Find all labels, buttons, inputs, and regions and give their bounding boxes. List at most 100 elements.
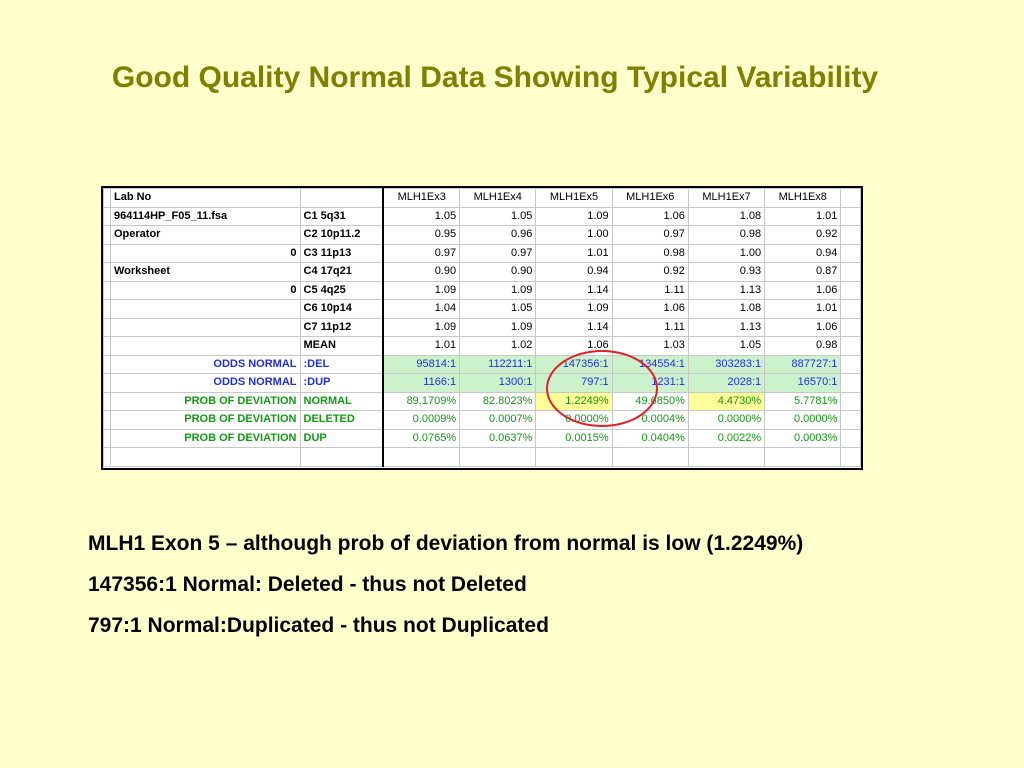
- value-cell: 0.97: [459, 243, 537, 263]
- value-cell: 1.08: [687, 206, 766, 226]
- value-cell: [382, 447, 461, 467]
- value-cell: 1.09: [382, 317, 461, 337]
- label-cell: Worksheet: [110, 262, 301, 282]
- descriptor-cell: C5 4q25: [299, 280, 385, 300]
- value-cell: 1300:1: [459, 373, 537, 393]
- descriptor-cell: [299, 447, 385, 467]
- label-cell: ODDS NORMAL: [110, 373, 301, 393]
- value-cell: 0.95: [382, 225, 461, 245]
- value-cell: 1.06: [611, 299, 689, 319]
- value-cell: 1.04: [382, 299, 461, 319]
- label-cell: Lab No: [110, 188, 301, 208]
- value-cell: [535, 447, 613, 467]
- value-cell: 0.87: [764, 262, 842, 282]
- value-cell: 0.92: [611, 262, 689, 282]
- row-gutter-cell: [103, 225, 111, 245]
- descriptor-cell: C2 10p11.2: [299, 225, 385, 245]
- label-cell: [110, 299, 301, 319]
- label-cell: PROB OF DEVIATION: [110, 410, 301, 430]
- value-cell: 1.11: [611, 317, 689, 337]
- descriptor-cell: [299, 188, 385, 208]
- value-cell: 49.6850%: [611, 391, 689, 411]
- value-cell: 0.0022%: [687, 428, 766, 448]
- label-cell: 964114HP_F05_11.fsa: [110, 206, 301, 226]
- label-cell: [110, 336, 301, 356]
- value-cell: 1166:1: [382, 373, 461, 393]
- spreadsheet-image: Lab No MLH1Ex3 MLH1Ex4 MLH1Ex5 MLH1Ex6 MLH1Ex…: [101, 186, 863, 470]
- row-gutter-cell: [103, 391, 111, 411]
- value-cell: 1.06: [764, 317, 842, 337]
- value-cell: 0.90: [459, 262, 537, 282]
- row-gutter-cell: [103, 354, 111, 374]
- value-cell: 0.0000%: [764, 410, 842, 430]
- table-row: 0 C5 4q25 1.09 1.09 1.14 1.11 1.13 1.06: [103, 280, 861, 300]
- value-cell: 112211:1: [459, 354, 537, 374]
- value-cell: 0.0015%: [535, 428, 613, 448]
- value-cell: 5.7781%: [764, 391, 842, 411]
- trailing-cell: [840, 410, 861, 430]
- note-duplicated: 797:1 Normal:Duplicated - thus not Dupli…: [88, 614, 549, 637]
- value-cell: 0.0637%: [459, 428, 537, 448]
- trailing-cell: [840, 336, 861, 356]
- label-cell: [110, 317, 301, 337]
- label-cell: PROB OF DEVIATION: [110, 428, 301, 448]
- slide-title: Good Quality Normal Data Showing Typical…: [111, 61, 879, 94]
- value-cell: 1.02: [459, 336, 537, 356]
- column-header: MLH1Ex5: [535, 188, 613, 208]
- descriptor-cell: C7 11p12: [299, 317, 385, 337]
- row-gutter-cell: [103, 373, 111, 393]
- row-gutter-cell: [103, 299, 111, 319]
- descriptor-cell: :DUP: [299, 373, 385, 393]
- table-row: C6 10p14 1.04 1.05 1.09 1.06 1.08 1.01: [103, 299, 861, 319]
- trailing-cell: [840, 280, 861, 300]
- value-cell: 1.01: [764, 206, 842, 226]
- value-cell: 4.4730%: [687, 391, 766, 411]
- value-cell: 1.06: [611, 206, 689, 226]
- value-cell: 82.8023%: [459, 391, 537, 411]
- table-row: PROB OF DEVIATION DELETED 0.0009% 0.0007% 0.…: [103, 410, 861, 430]
- trailing-cell: [840, 373, 861, 393]
- table-row: Lab No MLH1Ex3 MLH1Ex4 MLH1Ex5 MLH1Ex6 MLH1Ex…: [103, 188, 861, 208]
- value-cell: 303283:1: [687, 354, 766, 374]
- value-cell: 1.05: [382, 206, 461, 226]
- value-cell: 0.96: [459, 225, 537, 245]
- trailing-cell: [840, 354, 861, 374]
- descriptor-cell: C3 11p13: [299, 243, 385, 263]
- column-header: MLH1Ex7: [687, 188, 766, 208]
- label-cell: Operator: [110, 225, 301, 245]
- column-header: MLH1Ex4: [459, 188, 537, 208]
- trailing-cell: [840, 243, 861, 263]
- value-cell: [764, 447, 842, 467]
- table-row: 964114HP_F05_11.fsa C1 5q31 1.05 1.05 1.09 1.…: [103, 206, 861, 226]
- value-cell: 1.14: [535, 280, 613, 300]
- descriptor-cell: NORMAL: [299, 391, 385, 411]
- value-cell: 1.14: [535, 317, 613, 337]
- value-cell: 0.0007%: [459, 410, 537, 430]
- value-cell: 147356:1: [535, 354, 613, 374]
- row-gutter-cell: [103, 336, 111, 356]
- value-cell: 95814:1: [382, 354, 461, 374]
- label-cell: PROB OF DEVIATION: [110, 391, 301, 411]
- value-cell: 0.0404%: [611, 428, 689, 448]
- value-cell: 1.13: [687, 317, 766, 337]
- value-cell: 0.98: [764, 336, 842, 356]
- descriptor-cell: MEAN: [299, 336, 385, 356]
- descriptor-cell: DUP: [299, 428, 385, 448]
- table-row: ODDS NORMAL:DEL 95814:1 112211:1 147356:1 13…: [103, 354, 861, 374]
- row-gutter-cell: [103, 280, 111, 300]
- results-table: Lab No MLH1Ex3 MLH1Ex4 MLH1Ex5 MLH1Ex6 MLH1Ex…: [103, 188, 861, 467]
- value-cell: 1.00: [535, 225, 613, 245]
- table-row: C7 11p12 1.09 1.09 1.14 1.11 1.13 1.06: [103, 317, 861, 337]
- trailing-cell: [840, 225, 861, 245]
- value-cell: 2028:1: [687, 373, 766, 393]
- value-cell: 134554:1: [611, 354, 689, 374]
- trailing-cell: [840, 188, 861, 208]
- value-cell: 1.01: [764, 299, 842, 319]
- row-gutter-cell: [103, 428, 111, 448]
- value-cell: 1.09: [459, 317, 537, 337]
- label-cell: 0: [110, 243, 301, 263]
- value-cell: 0.0765%: [382, 428, 461, 448]
- table-row: Operator C2 10p11.2 0.95 0.96 1.00 0.97 0.98 0.…: [103, 225, 861, 245]
- descriptor-cell: DELETED: [299, 410, 385, 430]
- value-cell: 0.90: [382, 262, 461, 282]
